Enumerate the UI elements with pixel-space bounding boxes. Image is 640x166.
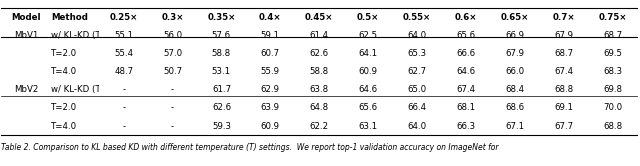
Text: Table 2. Comparison to KL based KD with different temperature (T) settings.  We : Table 2. Comparison to KL based KD with … [1, 143, 499, 152]
